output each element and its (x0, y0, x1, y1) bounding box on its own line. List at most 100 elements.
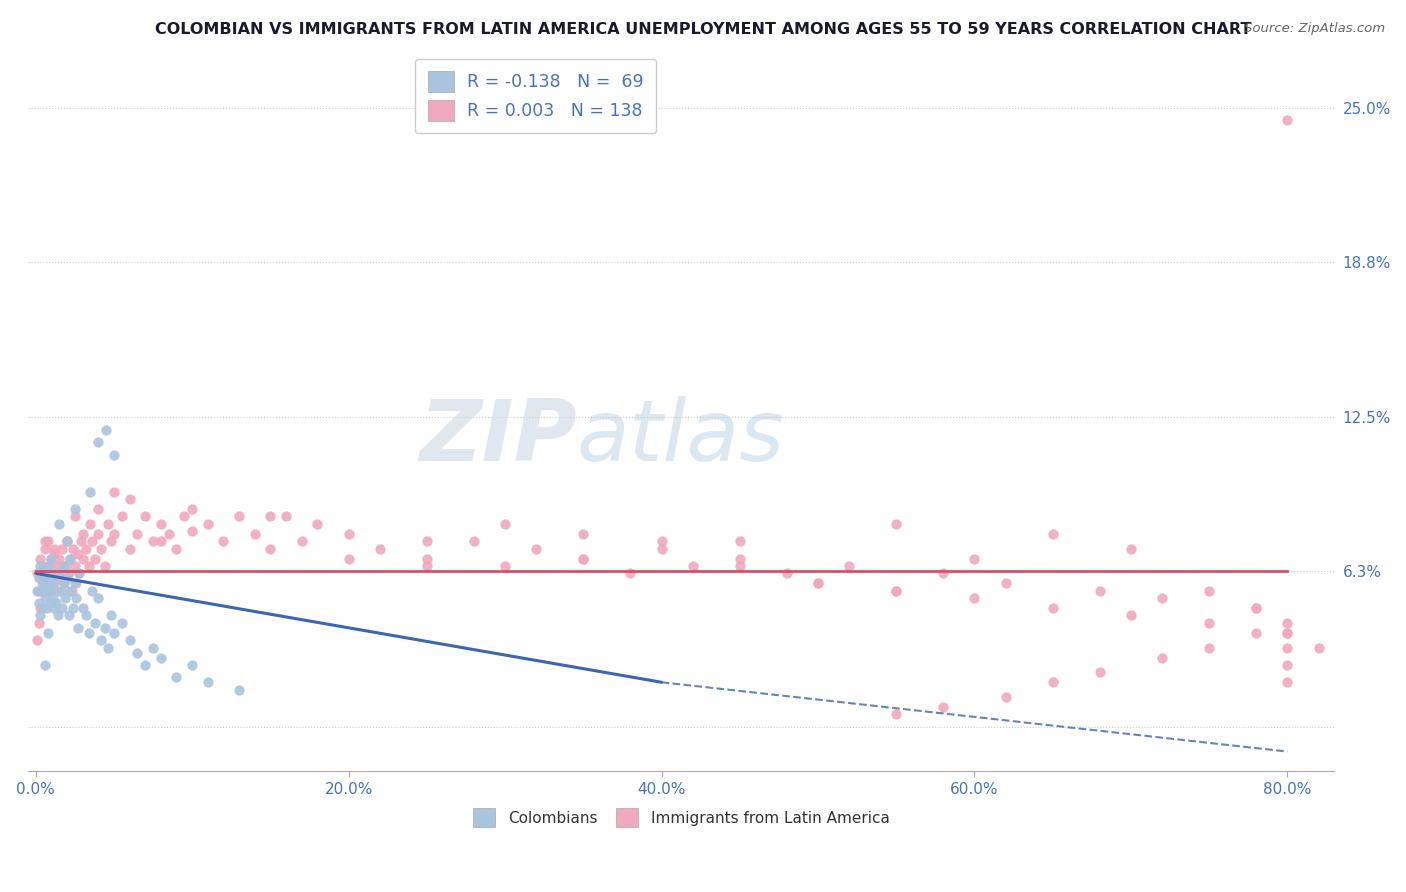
Point (181, 524, 204, 539)
Point (1042, 675, 1064, 690)
Point (72, 601, 94, 615)
Point (56, 534, 79, 549)
Point (41, 558, 63, 573)
Point (35, 601, 58, 615)
Point (963, 551, 986, 566)
Point (30, 601, 52, 615)
Point (32, 558, 55, 573)
Point (157, 526, 180, 541)
Point (1244, 625, 1267, 640)
Point (72, 551, 94, 566)
Point (77, 625, 100, 640)
Point (337, 551, 360, 566)
Point (572, 526, 595, 541)
Point (103, 484, 125, 499)
Point (44, 601, 66, 615)
Point (838, 558, 860, 573)
Point (44, 547, 66, 561)
Point (35, 576, 58, 591)
Point (994, 690, 1017, 705)
Point (38, 583, 60, 598)
Point (31, 571, 53, 585)
Point (1277, 675, 1299, 690)
Point (75, 541, 97, 556)
Point (48, 551, 70, 566)
Point (37, 625, 59, 640)
Point (1277, 615, 1299, 630)
Point (173, 509, 195, 524)
Point (62, 601, 84, 615)
Point (44, 576, 66, 591)
Point (84, 551, 107, 566)
Point (494, 516, 516, 531)
Point (55, 591, 77, 606)
Point (494, 558, 516, 573)
Point (142, 640, 165, 655)
Point (69, 566, 91, 581)
Point (212, 534, 235, 549)
Point (127, 646, 149, 660)
Point (111, 509, 134, 524)
Point (65, 576, 87, 591)
Point (149, 534, 172, 549)
Point (1277, 625, 1299, 640)
Point (37, 534, 59, 549)
Point (149, 516, 172, 531)
Point (48, 566, 70, 581)
Point (181, 657, 204, 672)
Point (337, 526, 360, 541)
Point (932, 566, 955, 581)
Point (35, 571, 58, 585)
Point (55, 558, 77, 573)
Point (93, 558, 115, 573)
Point (87, 591, 110, 606)
Point (52, 558, 75, 573)
Point (28, 615, 51, 630)
Point (34, 541, 56, 556)
Point (103, 625, 125, 640)
Point (80, 534, 103, 549)
Point (66, 547, 89, 561)
Point (97, 640, 120, 655)
Point (34, 534, 56, 549)
Point (776, 566, 799, 581)
Point (243, 526, 266, 541)
Point (228, 509, 250, 524)
Point (884, 583, 907, 598)
Point (56, 534, 79, 549)
Point (650, 541, 672, 556)
Point (100, 608, 122, 623)
Point (1198, 615, 1220, 630)
Point (142, 534, 165, 549)
Point (90, 541, 112, 556)
Point (28, 596, 51, 610)
Point (181, 502, 204, 516)
Point (463, 534, 485, 549)
Point (994, 576, 1017, 591)
Point (1088, 665, 1111, 680)
Point (41, 551, 63, 566)
Point (84, 615, 107, 630)
Point (228, 682, 250, 697)
Point (94, 423, 117, 437)
Point (37, 583, 59, 598)
Point (807, 576, 830, 591)
Point (65, 591, 87, 606)
Text: COLOMBIAN VS IMMIGRANTS FROM LATIN AMERICA UNEMPLOYMENT AMONG AGES 55 TO 59 YEAR: COLOMBIAN VS IMMIGRANTS FROM LATIN AMERI… (155, 22, 1251, 37)
Point (93, 621, 115, 635)
Point (1119, 541, 1142, 556)
Point (51, 541, 73, 556)
Point (30, 551, 52, 566)
Point (69, 566, 91, 581)
Point (416, 551, 439, 566)
Point (682, 558, 704, 573)
Point (25, 633, 48, 648)
Point (166, 670, 188, 684)
Point (118, 541, 141, 556)
Point (197, 516, 219, 531)
Point (118, 492, 141, 507)
Text: atlas: atlas (576, 396, 785, 479)
Point (32, 576, 55, 591)
Point (30, 558, 52, 573)
Point (87, 435, 110, 450)
